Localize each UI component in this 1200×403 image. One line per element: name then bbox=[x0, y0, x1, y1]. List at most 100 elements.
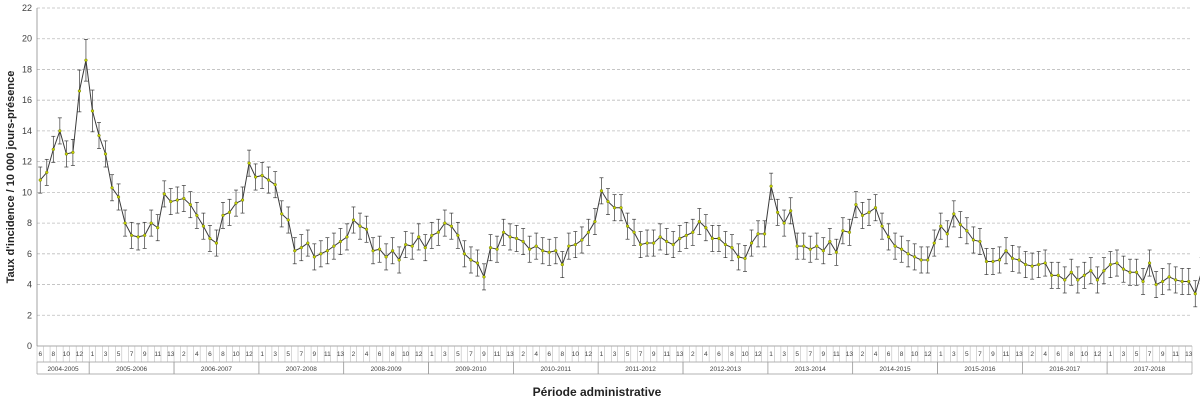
data-point bbox=[867, 210, 871, 214]
data-point bbox=[736, 255, 741, 259]
month-label: 5 bbox=[117, 351, 121, 358]
year-label: 2007-2008 bbox=[286, 366, 317, 373]
data-point bbox=[1161, 279, 1165, 284]
month-label: 9 bbox=[313, 351, 317, 358]
month-label: 13 bbox=[506, 351, 514, 358]
data-point bbox=[632, 230, 636, 234]
data-point bbox=[1030, 264, 1034, 268]
data-point bbox=[1050, 273, 1054, 277]
year-label: 2017-2018 bbox=[1134, 366, 1165, 373]
data-point bbox=[1193, 292, 1197, 296]
data-point bbox=[384, 255, 388, 259]
month-label: 8 bbox=[52, 351, 56, 358]
month-label: 10 bbox=[63, 351, 71, 358]
data-point bbox=[1174, 278, 1178, 282]
data-point bbox=[1017, 258, 1021, 262]
y-tick-label: 16 bbox=[22, 95, 32, 105]
data-point bbox=[188, 203, 192, 207]
month-label: 6 bbox=[547, 351, 551, 358]
data-point bbox=[913, 255, 917, 259]
data-point bbox=[612, 206, 617, 210]
data-point bbox=[267, 178, 271, 182]
month-label: 12 bbox=[585, 351, 593, 358]
data-point bbox=[410, 244, 414, 248]
data-point bbox=[156, 226, 160, 230]
data-point bbox=[254, 175, 258, 179]
data-point bbox=[821, 249, 825, 253]
data-point bbox=[645, 241, 649, 245]
y-axis-ticks: 0 2 4 6 8 10 12 14 16 18 20 22 bbox=[22, 3, 32, 351]
data-point bbox=[371, 249, 375, 253]
data-point bbox=[580, 238, 584, 242]
data-point bbox=[273, 183, 277, 187]
data-point bbox=[397, 258, 401, 262]
data-point bbox=[77, 89, 82, 93]
data-point bbox=[776, 210, 780, 214]
data-point bbox=[443, 221, 447, 225]
data-point bbox=[978, 239, 982, 244]
month-label: 12 bbox=[76, 351, 84, 358]
data-point bbox=[808, 247, 812, 251]
data-point bbox=[919, 258, 923, 262]
data-markers bbox=[38, 58, 1197, 296]
data-point bbox=[306, 241, 310, 245]
y-tick-label: 10 bbox=[22, 187, 32, 197]
month-label: 2 bbox=[182, 351, 186, 358]
data-point bbox=[567, 244, 571, 248]
y-tick-label: 22 bbox=[22, 3, 32, 13]
data-point bbox=[834, 250, 838, 254]
data-point bbox=[560, 262, 564, 267]
data-point bbox=[991, 259, 995, 264]
data-point bbox=[528, 247, 532, 251]
data-point bbox=[227, 210, 232, 214]
data-point bbox=[391, 249, 395, 253]
data-point bbox=[971, 238, 975, 242]
data-point bbox=[123, 221, 127, 225]
data-point bbox=[1024, 262, 1028, 267]
year-label: 2010-2011 bbox=[540, 366, 571, 373]
month-label: 8 bbox=[900, 351, 904, 358]
year-label: 2011-2012 bbox=[625, 366, 656, 373]
month-label: 13 bbox=[167, 351, 175, 358]
month-label: 10 bbox=[232, 351, 240, 358]
data-point bbox=[286, 218, 290, 222]
data-point bbox=[625, 224, 630, 228]
data-point bbox=[136, 235, 140, 239]
month-label: 8 bbox=[391, 351, 395, 358]
data-point bbox=[1102, 269, 1106, 273]
data-point bbox=[162, 192, 166, 196]
data-point bbox=[723, 243, 728, 247]
data-point bbox=[1108, 262, 1113, 267]
month-label: 3 bbox=[952, 351, 956, 358]
month-label: 7 bbox=[1148, 351, 1152, 358]
data-point bbox=[534, 244, 538, 248]
data-point bbox=[1069, 270, 1073, 274]
data-point bbox=[456, 233, 460, 237]
data-point bbox=[90, 109, 95, 113]
data-point bbox=[1056, 273, 1060, 277]
data-point bbox=[639, 243, 643, 247]
month-label: 5 bbox=[626, 351, 630, 358]
data-point bbox=[116, 195, 121, 199]
year-label: 2008-2009 bbox=[371, 366, 402, 373]
data-point bbox=[45, 170, 49, 174]
data-point bbox=[449, 224, 453, 228]
data-point bbox=[847, 230, 852, 234]
data-point bbox=[730, 246, 734, 250]
data-point bbox=[541, 249, 545, 253]
data-point bbox=[658, 235, 662, 239]
data-point bbox=[221, 213, 225, 218]
data-point bbox=[678, 236, 682, 241]
data-point bbox=[201, 224, 205, 228]
month-label: 7 bbox=[808, 351, 812, 358]
data-point bbox=[841, 229, 845, 233]
data-point bbox=[488, 246, 493, 250]
month-label: 6 bbox=[717, 351, 721, 358]
month-label: 3 bbox=[104, 351, 108, 358]
data-point bbox=[860, 213, 865, 218]
month-label: 11 bbox=[494, 351, 501, 358]
y-tick-label: 6 bbox=[27, 249, 32, 259]
data-point bbox=[364, 227, 369, 231]
month-label: 6 bbox=[887, 351, 891, 358]
